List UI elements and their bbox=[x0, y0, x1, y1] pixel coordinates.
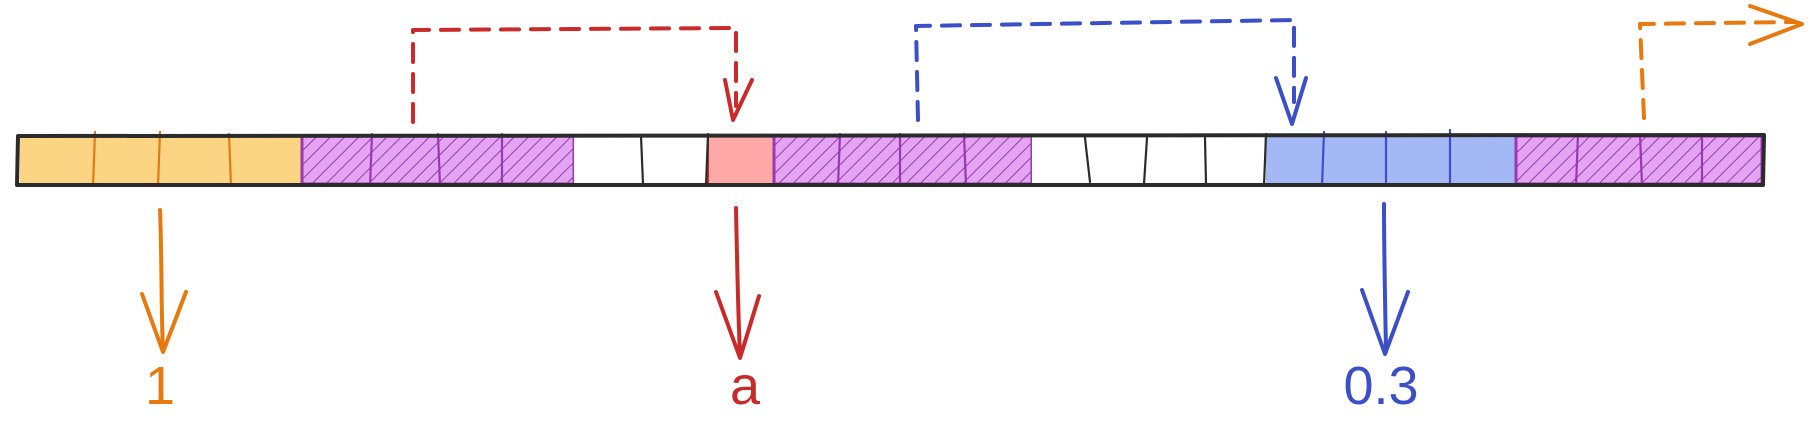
segment-empty-2 bbox=[1032, 136, 1266, 184]
label-yellow-value: 1 bbox=[145, 356, 175, 416]
value-arrow-red bbox=[714, 206, 761, 360]
value-arrow-blue bbox=[1360, 202, 1410, 356]
memory-strip bbox=[15, 128, 1766, 188]
segment-hatched-2 bbox=[772, 134, 1034, 186]
value-arrow-yellow bbox=[140, 208, 188, 354]
cell-dividers bbox=[91, 128, 1704, 188]
strip-outline bbox=[15, 133, 1766, 187]
pointer-red bbox=[411, 26, 754, 124]
segment-hatched-3 bbox=[1514, 134, 1764, 186]
label-blue-value: 0.3 bbox=[1343, 356, 1418, 416]
pointer-orange bbox=[1638, 4, 1804, 120]
segment-red bbox=[707, 135, 775, 185]
label-red-value: a bbox=[730, 356, 761, 416]
segment-yellow bbox=[20, 136, 302, 184]
segment-blue bbox=[1266, 136, 1516, 184]
pointer-blue bbox=[914, 18, 1308, 126]
